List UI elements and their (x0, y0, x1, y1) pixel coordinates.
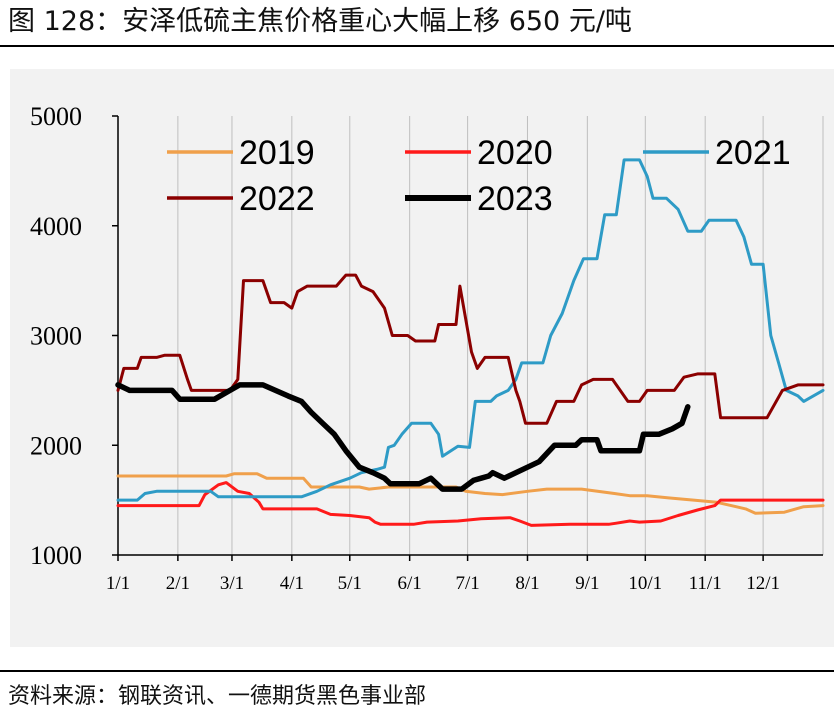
source-divider (0, 670, 834, 672)
y-tick-label-2000: 2000 (30, 431, 82, 460)
title-divider (0, 45, 834, 47)
y-tick-label-4000: 4000 (30, 212, 82, 241)
x-tick-label-1/1: 1/1 (106, 573, 130, 594)
series-line-2020 (116, 481, 825, 527)
x-axis-tick-labels: 1/1 2/1 3/1 4/1 5/1 6/1 7/1 8/1 9/1 10/1 11/1 12/1 (106, 573, 780, 594)
y-tick-label-3000: 3000 (30, 322, 82, 351)
series-line-2021 (116, 158, 825, 502)
chart-legend: 2019 2020 2021 2022 2023 (167, 134, 791, 218)
x-tick-label-6/1: 6/1 (398, 573, 422, 594)
x-tick-label-11/1: 11/1 (689, 573, 722, 594)
series-lines (115, 158, 825, 527)
series-line-2023 (115, 382, 691, 492)
legend-label-2022: 2022 (239, 180, 315, 218)
y-tick-label-1000: 1000 (30, 541, 82, 570)
x-tick-label-2/1: 2/1 (166, 573, 190, 594)
chart-axes (112, 115, 823, 561)
source-note: 资料来源：钢联资讯、一德期货黑色事业部 (8, 684, 427, 709)
x-tick-label-8/1: 8/1 (515, 573, 539, 594)
series-line-2019 (116, 472, 825, 515)
x-tick-label-10/1: 10/1 (628, 573, 662, 594)
y-tick-label-5000: 5000 (30, 102, 82, 131)
x-tick-label-9/1: 9/1 (575, 573, 599, 594)
legend-label-2019: 2019 (239, 134, 315, 172)
x-tick-label-5/1: 5/1 (338, 573, 362, 594)
legend-label-2023: 2023 (477, 180, 553, 218)
figure-title: 图 128：安泽低硫主焦价格重心大幅上移 650 元/吨 (8, 6, 632, 37)
legend-label-2020: 2020 (477, 134, 553, 172)
x-tick-label-7/1: 7/1 (455, 573, 479, 594)
y-axis-tick-labels: 1000 2000 3000 4000 5000 (30, 102, 82, 570)
x-tick-label-3/1: 3/1 (220, 573, 244, 594)
series-line-2022 (116, 273, 825, 425)
legend-label-2021: 2021 (715, 134, 791, 172)
line-chart: 1000 2000 3000 4000 5000 1/1 2/1 3/1 4/1 5/1 6/1 7… (30, 102, 825, 594)
x-tick-label-4/1: 4/1 (280, 573, 304, 594)
x-tick-label-12/1: 12/1 (746, 573, 780, 594)
